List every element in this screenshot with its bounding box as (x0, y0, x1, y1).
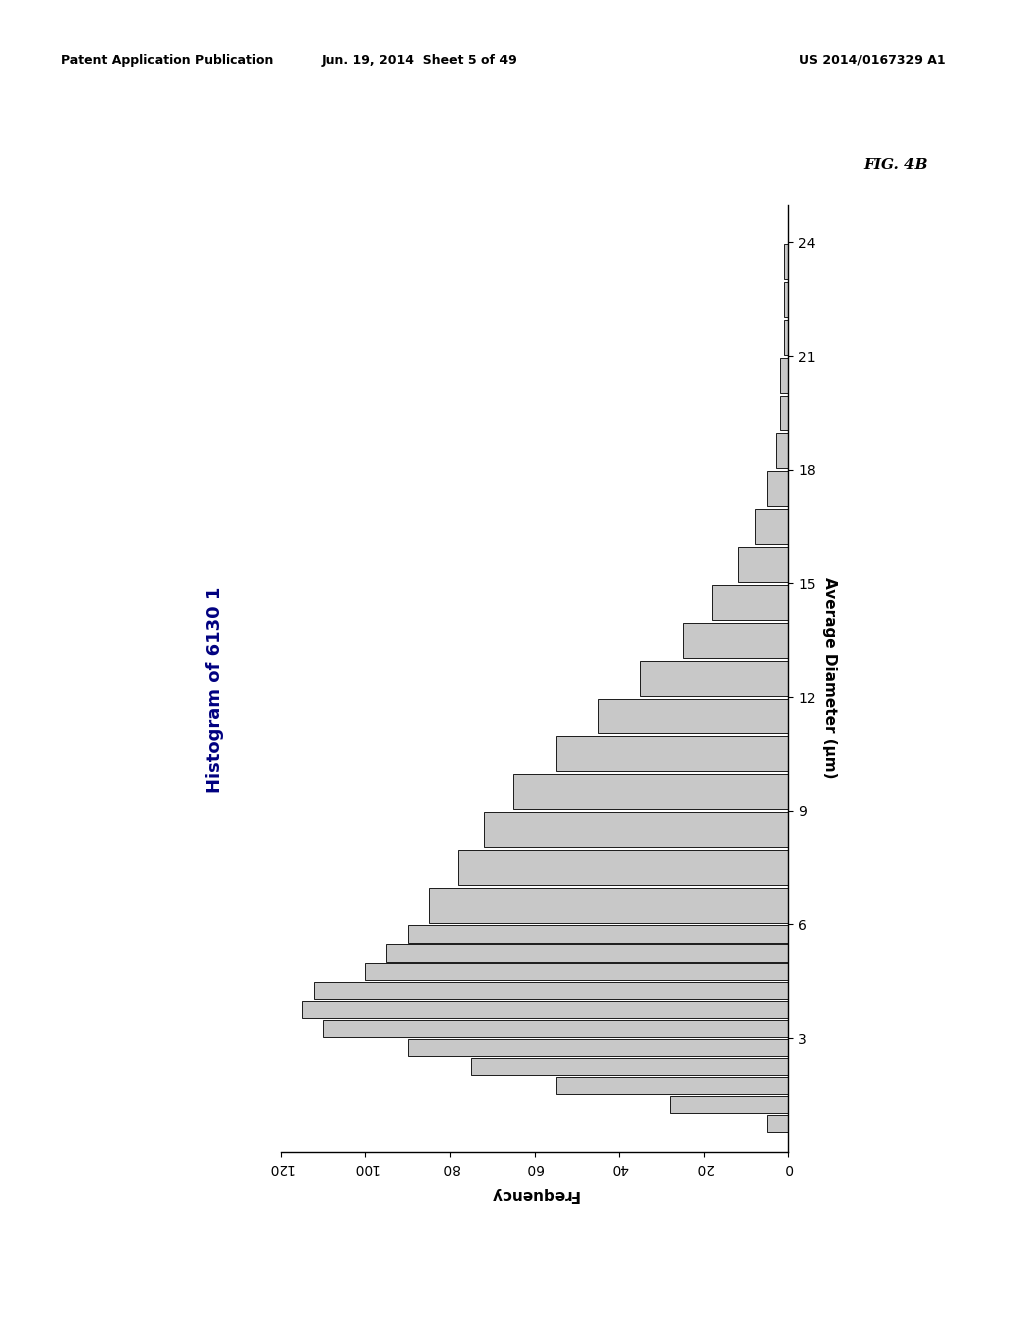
Bar (302, 1001, 788, 1018)
Bar (314, 982, 788, 999)
Bar (767, 1114, 788, 1133)
Bar (366, 964, 788, 981)
Bar (640, 661, 788, 696)
Bar (784, 244, 788, 279)
Text: US 2014/0167329 A1: US 2014/0167329 A1 (799, 54, 945, 67)
Bar (556, 1077, 788, 1094)
Bar (767, 471, 788, 506)
Text: Histogram of 6130 1: Histogram of 6130 1 (206, 586, 224, 793)
Bar (670, 1096, 788, 1113)
X-axis label: Frequency: Frequency (489, 1187, 580, 1201)
Bar (386, 944, 788, 961)
Bar (408, 1039, 788, 1056)
Bar (713, 585, 788, 620)
Bar (408, 925, 788, 942)
Bar (429, 888, 788, 923)
Y-axis label: Average Diameter (μm): Average Diameter (μm) (822, 577, 837, 779)
Bar (598, 698, 788, 734)
Bar (513, 775, 788, 809)
Bar (755, 510, 788, 544)
Bar (780, 396, 788, 430)
Bar (784, 319, 788, 355)
Bar (483, 812, 788, 847)
Text: FIG. 4B: FIG. 4B (863, 158, 928, 173)
Bar (556, 737, 788, 771)
Bar (323, 1020, 788, 1038)
Bar (459, 850, 788, 884)
Text: Jun. 19, 2014  Sheet 5 of 49: Jun. 19, 2014 Sheet 5 of 49 (322, 54, 518, 67)
Bar (683, 623, 788, 657)
Bar (776, 433, 788, 469)
Bar (471, 1057, 788, 1076)
Bar (780, 358, 788, 392)
Bar (784, 282, 788, 317)
Text: Patent Application Publication: Patent Application Publication (61, 54, 273, 67)
Bar (737, 546, 788, 582)
